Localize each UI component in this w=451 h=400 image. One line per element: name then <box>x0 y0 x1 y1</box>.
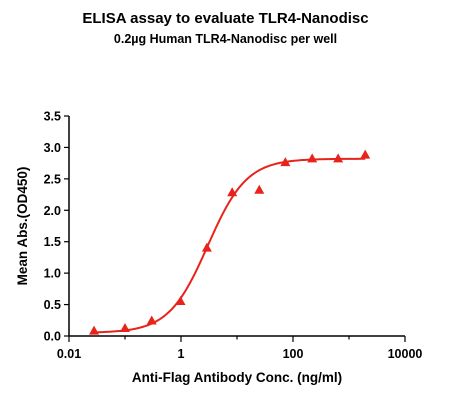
y-tick-label: 1.5 <box>44 235 61 249</box>
x-tick-label: 1 <box>178 347 185 361</box>
x-axis-label: Anti-Flag Antibody Conc. (ng/ml) <box>132 370 342 385</box>
data-point <box>254 184 265 194</box>
y-tick-label: 0.0 <box>44 330 61 344</box>
chart-title: ELISA assay to evaluate TLR4-Nanodisc <box>82 10 369 27</box>
y-tick-label: 0.5 <box>44 298 61 312</box>
data-point <box>89 325 100 335</box>
data-point <box>333 153 344 163</box>
y-tick-label: 1.0 <box>44 267 61 281</box>
x-tick-label: 0.01 <box>57 347 81 361</box>
y-tick-label: 3.5 <box>44 110 61 124</box>
data-point <box>227 187 238 197</box>
x-tick-label: 100 <box>283 347 304 361</box>
y-tick-label: 2.5 <box>44 172 61 186</box>
data-point <box>120 323 130 333</box>
data-point <box>360 149 371 159</box>
data-point <box>280 157 291 167</box>
y-tick-label: 3.0 <box>44 141 61 155</box>
y-tick-label: 2.0 <box>44 204 61 218</box>
data-point <box>307 153 318 163</box>
x-tick-label: 10000 <box>388 347 423 361</box>
fit-curve <box>94 157 366 334</box>
chart-subtitle: 0.2µg Human TLR4-Nanodisc per well <box>113 32 338 46</box>
data-point <box>201 242 212 252</box>
data-point <box>146 315 157 325</box>
y-axis-label: Mean Abs.(OD450) <box>15 167 30 286</box>
data-point <box>175 296 186 306</box>
